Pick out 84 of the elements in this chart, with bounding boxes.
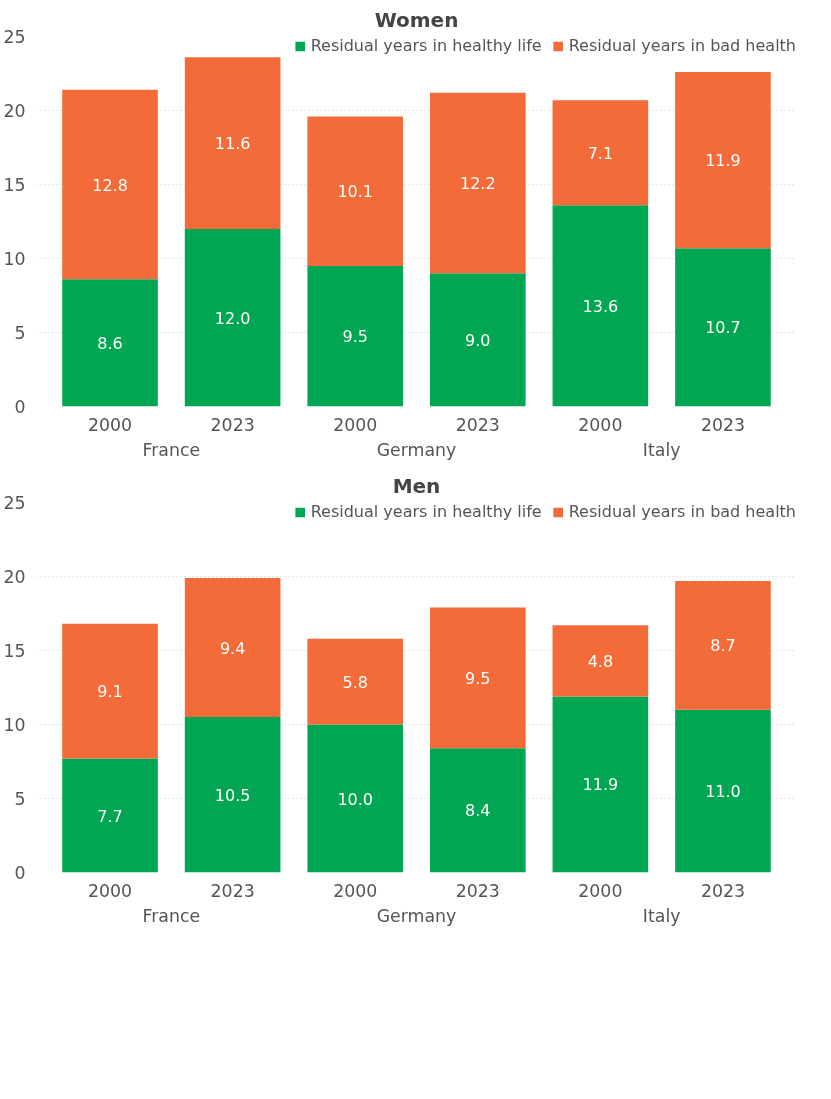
legend-label: Residual years in bad health bbox=[568, 36, 796, 55]
bar bbox=[429, 273, 526, 407]
bar bbox=[62, 279, 158, 407]
y-tick-label: 10 bbox=[3, 715, 26, 735]
bar bbox=[429, 92, 526, 274]
y-tick-label: 15 bbox=[3, 175, 26, 195]
text: France bbox=[142, 905, 201, 926]
chart-title: Men bbox=[392, 473, 441, 498]
bar bbox=[307, 265, 404, 407]
data-label: 12.0 bbox=[214, 308, 251, 328]
data-label: 9.5 bbox=[342, 327, 368, 347]
x-tick-label: 2023 bbox=[210, 880, 255, 901]
bar bbox=[675, 709, 771, 873]
x-tick-label: 2000 bbox=[578, 880, 623, 901]
x-tick-label: 2023 bbox=[455, 880, 500, 901]
data-label: 11.9 bbox=[582, 775, 619, 795]
y-tick-label: 20 bbox=[3, 101, 26, 121]
text: Germany bbox=[376, 905, 457, 926]
y-tick-label: 10 bbox=[3, 249, 26, 269]
data-label: 8.7 bbox=[710, 636, 736, 656]
x-tick-label: 2023 bbox=[700, 880, 746, 901]
data-label: 9.4 bbox=[219, 638, 246, 658]
bar bbox=[552, 625, 649, 697]
legend-label: Residual years in healthy life bbox=[310, 36, 542, 55]
data-label: 9.0 bbox=[465, 330, 491, 350]
bar bbox=[184, 577, 281, 718]
x-tick-label: 2000 bbox=[578, 414, 623, 435]
bar bbox=[62, 89, 158, 280]
data-label: 7.1 bbox=[587, 143, 614, 163]
data-label: 11.6 bbox=[214, 134, 251, 154]
bar bbox=[675, 580, 771, 710]
bar bbox=[429, 748, 526, 873]
data-label: 10.0 bbox=[337, 789, 374, 809]
x-tick-label: 2000 bbox=[333, 880, 378, 901]
x-tick-label: 2023 bbox=[700, 414, 746, 435]
y-tick-label: 0 bbox=[14, 863, 26, 883]
text: Italy bbox=[642, 905, 681, 926]
legend-label: Residual years in healthy life bbox=[310, 502, 542, 521]
data-label: 12.8 bbox=[92, 175, 128, 195]
bar bbox=[552, 696, 649, 873]
x-tick-label: 2023 bbox=[210, 414, 255, 435]
text: Italy bbox=[642, 439, 681, 460]
data-label: 7.7 bbox=[97, 806, 123, 826]
y-tick-label: 25 bbox=[3, 27, 26, 47]
bar bbox=[307, 638, 404, 725]
y-tick-label: 5 bbox=[14, 789, 26, 809]
y-tick-label: 25 bbox=[3, 493, 26, 513]
x-tick-label: 2000 bbox=[88, 880, 133, 901]
bar bbox=[62, 758, 158, 873]
bar bbox=[552, 100, 649, 206]
text: Germany bbox=[376, 439, 457, 460]
data-label: 8.4 bbox=[465, 801, 491, 821]
data-label: 11.0 bbox=[705, 782, 741, 802]
bar bbox=[184, 228, 281, 407]
chart-title: Women bbox=[374, 7, 459, 32]
y-tick-label: 0 bbox=[14, 397, 26, 417]
data-label: 12.2 bbox=[459, 174, 496, 194]
bar bbox=[184, 57, 281, 229]
bar bbox=[307, 116, 404, 266]
x-tick-label: 2000 bbox=[88, 414, 133, 435]
data-label: 10.7 bbox=[705, 318, 741, 338]
bar bbox=[552, 205, 649, 407]
bar bbox=[184, 717, 281, 873]
y-tick-label: 15 bbox=[3, 641, 26, 661]
bar bbox=[675, 72, 771, 249]
bar bbox=[62, 623, 158, 759]
x-tick-label: 2023 bbox=[455, 414, 500, 435]
data-label: 9.1 bbox=[97, 682, 123, 702]
bar bbox=[675, 248, 771, 407]
bar bbox=[307, 724, 404, 873]
data-label: 10.5 bbox=[214, 785, 251, 805]
y-tick-label: 5 bbox=[14, 323, 26, 343]
data-label: 5.8 bbox=[342, 672, 368, 692]
data-label: 13.6 bbox=[582, 296, 619, 316]
x-tick-label: 2000 bbox=[333, 414, 378, 435]
bar bbox=[429, 607, 526, 749]
text: France bbox=[142, 439, 201, 460]
data-label: 4.8 bbox=[587, 651, 614, 671]
y-tick-label: 20 bbox=[3, 567, 26, 587]
data-label: 11.9 bbox=[705, 151, 741, 171]
data-label: 10.1 bbox=[337, 182, 374, 202]
data-label: 8.6 bbox=[97, 333, 123, 353]
data-label: 9.5 bbox=[465, 668, 491, 688]
legend-label: Residual years in bad health bbox=[568, 502, 796, 521]
